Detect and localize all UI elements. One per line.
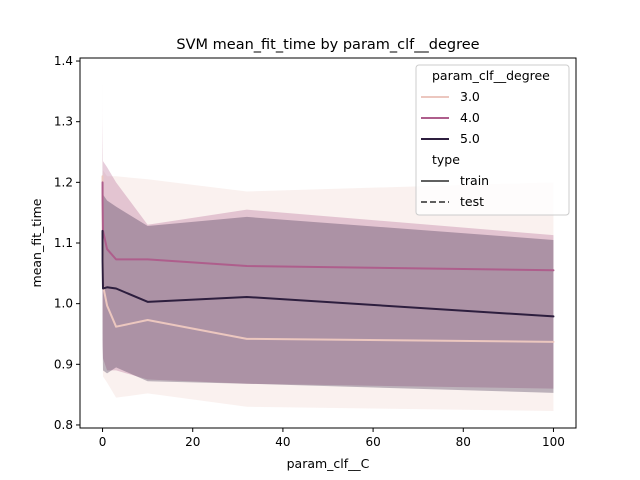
- legend-label-degree-5.0: 5.0: [460, 131, 480, 146]
- y-tick-label: 0.8: [54, 418, 73, 432]
- y-axis-ticks: 0.8 0.9 1.0 1.1 1.2 1.3 1.4: [54, 54, 80, 432]
- y-axis-label: mean_fit_time: [29, 198, 44, 287]
- ci-band-degree-3.0: [102, 85, 554, 412]
- x-tick-label: 0: [99, 435, 107, 449]
- y-tick-label: 1.2: [54, 175, 73, 189]
- x-tick-label: 80: [456, 435, 471, 449]
- legend-style-items: train test: [421, 173, 489, 209]
- legend-hue-items: 3.0 4.0 5.0: [421, 89, 480, 146]
- y-tick-label: 1.1: [54, 236, 73, 250]
- x-axis-label: param_clf__C: [287, 456, 370, 471]
- legend-label-train: train: [460, 173, 489, 188]
- y-tick-label: 1.0: [54, 297, 73, 311]
- series-line-degree-5.0: [101, 229, 555, 318]
- y-tick-label: 1.4: [54, 54, 73, 68]
- legend-style-title: type: [432, 152, 460, 167]
- legend-label-degree-3.0: 3.0: [460, 89, 480, 104]
- x-tick-label: 40: [275, 435, 290, 449]
- series-line-degree-4.0: [101, 181, 555, 272]
- legend-hue-title: param_clf__degree: [432, 68, 550, 83]
- legend-label-degree-4.0: 4.0: [460, 110, 480, 125]
- x-tick-label: 20: [185, 435, 200, 449]
- legend-box: [415, 64, 570, 216]
- legend: param_clf__degree 3.0 4.0 5.0 type train te…: [415, 64, 570, 216]
- y-tick-label: 0.9: [54, 357, 73, 371]
- ci-band-degree-4.0: [102, 79, 554, 389]
- x-tick-label: 100: [542, 435, 565, 449]
- x-axis-ticks: 0 20 40 60 80 100: [99, 428, 565, 449]
- series-lines: [101, 175, 555, 343]
- chart-title: SVM mean_fit_time by param_clf__degree: [176, 37, 479, 53]
- legend-label-test: test: [460, 194, 484, 209]
- y-tick-label: 1.3: [54, 115, 73, 129]
- x-tick-label: 60: [365, 435, 380, 449]
